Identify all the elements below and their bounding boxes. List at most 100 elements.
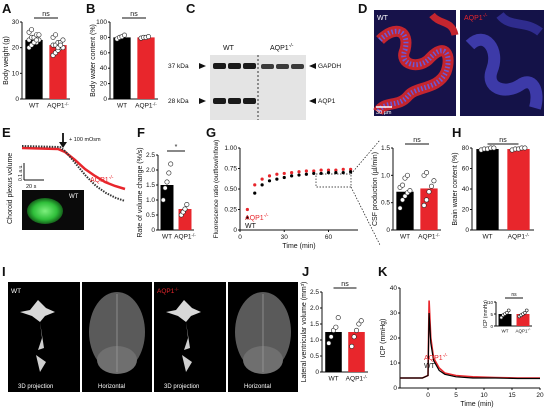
panel-c-letter: C — [186, 1, 196, 16]
y-tick-label: 1.0 — [146, 197, 155, 204]
bar — [507, 149, 530, 230]
y-tick-label: 0 — [103, 96, 107, 103]
mri-ko-horizontal: Horizontal — [228, 282, 298, 392]
band-aqp1-2 — [228, 98, 241, 104]
ventricle-render-ko-2 — [184, 322, 190, 350]
data-point — [60, 37, 66, 43]
data-point — [166, 170, 172, 176]
data-point — [326, 168, 331, 172]
data-point — [424, 197, 430, 203]
blot-group-ko: AQP1-/- — [270, 43, 294, 52]
y-axis-label: ICP (mmHg) — [380, 319, 387, 358]
y-tick-label: 100 — [96, 19, 107, 26]
panel-i-letter: I — [2, 264, 6, 279]
category-label: WT — [328, 376, 338, 383]
panel-a-chart: 0 10 20 30 Body weight (g) WT AQP1-/- ns — [3, 11, 70, 110]
nuclei-stain-wt — [375, 28, 451, 114]
mri-wt-horizontal: Horizontal — [82, 282, 152, 392]
data-point — [33, 37, 39, 43]
x-tick-label: 60 — [325, 234, 333, 241]
y-tick-label: 1.0 — [381, 172, 390, 179]
mw-37-label: 37 kDa — [168, 63, 189, 70]
data-point — [404, 172, 410, 178]
trace-ko — [21, 146, 126, 191]
data-point — [319, 171, 323, 176]
significance-label: ns — [42, 11, 50, 18]
category-label: WT — [400, 234, 410, 241]
data-point — [253, 183, 257, 187]
y-tick-label: 0.25 — [224, 207, 237, 214]
y-tick-label: 20 — [100, 81, 108, 88]
data-point — [341, 167, 345, 171]
y-tick-label: 0 — [151, 227, 155, 234]
y-axis-label: Fluorescence ratio (outflow/inflow) — [213, 140, 220, 239]
y-tick-label: 2.0 — [310, 305, 319, 312]
data-point — [267, 179, 272, 183]
x-tick-label: 15 — [508, 392, 516, 399]
data-point — [505, 310, 509, 315]
mw-28-label: 28 kDa — [168, 98, 189, 105]
gfp-image-label: WT — [69, 194, 79, 200]
data-point — [312, 169, 316, 173]
mri-ko-label: AQP1-/- — [157, 287, 179, 296]
data-point — [304, 172, 308, 176]
bar — [49, 45, 67, 99]
band-gapdh-1 — [213, 63, 226, 69]
scale-y-label: 0.1 a.u. — [18, 164, 24, 181]
y-axis-label: Brain water content (%) — [452, 152, 459, 225]
y-tick-label: 10 — [12, 70, 20, 77]
category-label: AQP1-/- — [516, 328, 531, 334]
panel-g-chart: 0 0.25 0.50 0.75 1.00 0 30 60 Time (min) Fluoresc… — [213, 140, 358, 250]
trace-wt — [21, 145, 126, 202]
panel-k-chart: 0 10 20 30 40 0 5 10 15 20 Time (min) ICP (mmHg) — [380, 285, 544, 408]
panel-h-letter: H — [452, 125, 461, 140]
category-label: AQP1-/- — [47, 101, 69, 110]
data-point — [282, 175, 286, 180]
y-tick-label: 60 — [462, 166, 470, 173]
data-point — [522, 145, 528, 151]
data-point — [333, 324, 339, 330]
data-point — [275, 177, 279, 181]
data-point — [245, 207, 249, 212]
gfp-choroid-plexus — [27, 198, 63, 224]
micrograph-wt: WT 30 µm — [373, 10, 459, 116]
category-label: WT — [117, 103, 127, 110]
scale-bar-label: 30 µm — [376, 110, 392, 116]
x-tick-label: 10 — [480, 392, 488, 399]
y-tick-label: 80 — [462, 145, 470, 152]
panel-j-letter: J — [302, 264, 309, 279]
y-tick-label: 0 — [490, 324, 493, 329]
data-point — [402, 193, 408, 199]
data-point — [164, 179, 170, 185]
ventricle-render-wt-3 — [36, 355, 46, 372]
data-point — [341, 171, 345, 175]
data-point — [304, 169, 308, 173]
y-tick-label: 2.5 — [310, 289, 319, 296]
y-tick-label: 20 — [462, 207, 470, 214]
micrograph-wt-label: WT — [377, 15, 389, 22]
data-point — [121, 32, 127, 38]
bar — [160, 185, 174, 230]
y-tick-label: 0 — [315, 369, 319, 376]
data-point — [182, 206, 188, 212]
data-point — [326, 171, 331, 175]
micrograph-ko: AQP1-/- — [460, 10, 544, 116]
data-point — [431, 178, 437, 184]
ventricle-render-ko-3 — [182, 355, 192, 372]
band-gapdh-2 — [228, 63, 241, 69]
band-gapdh-6 — [291, 64, 304, 69]
aqp1-arrow — [309, 98, 316, 104]
x-axis-label: Time (min) — [460, 401, 493, 408]
mw-28-arrow — [199, 98, 206, 104]
significance-label: ns — [130, 11, 138, 18]
data-point — [184, 202, 190, 208]
zoom-line-bottom — [350, 186, 381, 246]
data-point — [53, 32, 59, 38]
category-label: AQP1-/- — [135, 101, 157, 110]
mri-wt-label: WT — [11, 288, 21, 295]
y-tick-label: 1.5 — [310, 321, 319, 328]
